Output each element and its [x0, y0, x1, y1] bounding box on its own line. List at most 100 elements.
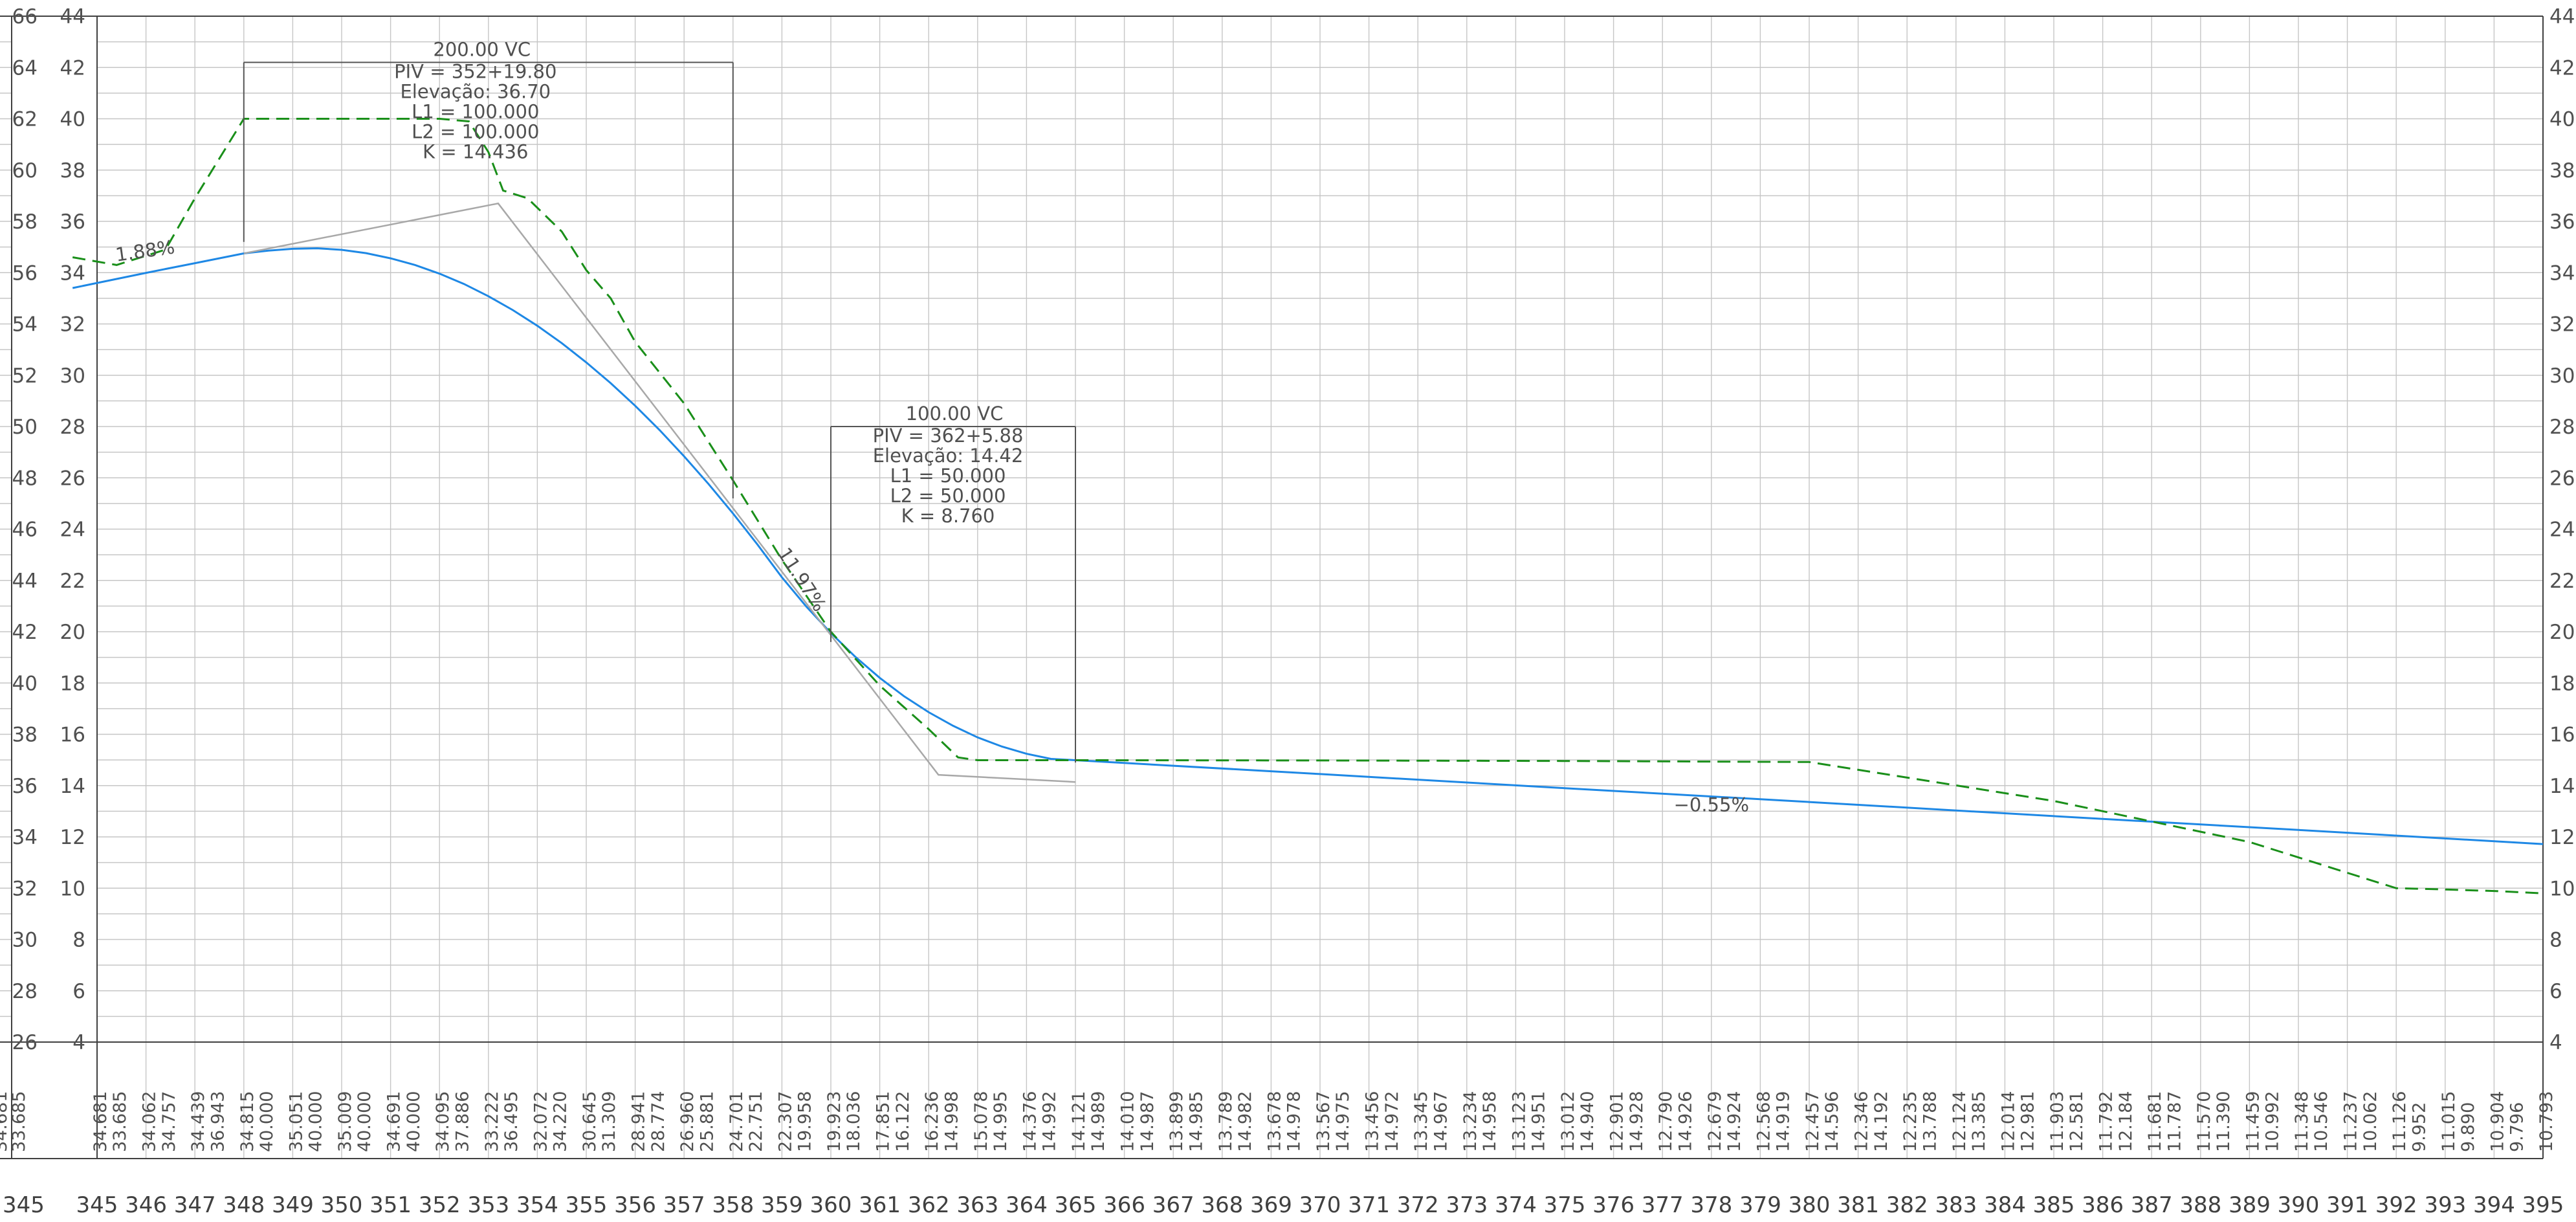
- station-label: 363: [956, 1192, 998, 1218]
- station-label: 348: [223, 1192, 265, 1218]
- y-tick-label-right: 14: [2549, 775, 2575, 798]
- table-cell-row1: 12.679: [1705, 1091, 1725, 1152]
- table-cell-row1: 34.095: [433, 1091, 453, 1152]
- table-cell-row2: 14.928: [1627, 1091, 1647, 1152]
- station-label: 385: [2033, 1192, 2075, 1218]
- y-tick-label-outer: 60: [12, 159, 38, 183]
- y-tick-label-outer: 46: [12, 518, 38, 542]
- table-cell-row1: 12.124: [1950, 1091, 1970, 1152]
- table-cell-row2: 12.981: [2018, 1091, 2038, 1152]
- table-cell-row1: 12.235: [1900, 1091, 1921, 1152]
- table-cell-row1: 16.236: [922, 1091, 942, 1152]
- station-label: 360: [810, 1192, 852, 1218]
- table-cell-row1: 13.789: [1216, 1091, 1236, 1152]
- station-label: 377: [1642, 1192, 1684, 1218]
- y-tick-label-outer: 54: [12, 313, 38, 337]
- y-tick-label: 18: [60, 672, 85, 695]
- station-label: 359: [761, 1192, 803, 1218]
- table-cell-row1: 12.568: [1754, 1091, 1774, 1152]
- table-cell-row1: 11.237: [2341, 1091, 2361, 1152]
- y-tick-label: 16: [60, 724, 85, 747]
- data-table: 34.681 34.062 34.439 34.815 35.051 35.009 34.6…: [0, 1091, 2557, 1152]
- y-tick-label: 34: [60, 261, 85, 285]
- table-cell-row1: 13.123: [1509, 1091, 1529, 1152]
- y-tick-label: 20: [60, 621, 85, 644]
- table-cell-row1: 22.307: [775, 1091, 795, 1152]
- y-tick-label-right: 36: [2549, 210, 2575, 234]
- table-cell-row1: 28.941: [629, 1091, 649, 1152]
- table-cell-row2: 11.390: [2214, 1091, 2234, 1152]
- table-cell-row2: 14.951: [1529, 1091, 1549, 1152]
- station-label: 374: [1495, 1192, 1537, 1218]
- y-tick-label-right: 20: [2549, 621, 2575, 644]
- y-tick-label: 26: [60, 467, 85, 490]
- table-cell-row2: 14.967: [1431, 1091, 1451, 1152]
- table-cell-row2: 40.000: [355, 1091, 375, 1152]
- table-cell-edge: 33.685: [9, 1091, 29, 1152]
- table-cell-row1: 24.701: [727, 1091, 747, 1152]
- grid: [0, 16, 2544, 1159]
- y-tick-label-outer: 56: [12, 261, 38, 285]
- table-cell-row2: 13.788: [1920, 1091, 1940, 1152]
- y-tick-label: 36: [60, 210, 85, 234]
- table-cell-row2: 34.757: [159, 1091, 179, 1152]
- station-label: 372: [1397, 1192, 1439, 1218]
- table-cell-row2: 9.952: [2409, 1102, 2429, 1152]
- table-cell-row1: 30.645: [580, 1091, 600, 1152]
- station-label: 371: [1348, 1192, 1390, 1218]
- table-cell-row2: 37.886: [452, 1091, 472, 1152]
- station-label: 390: [2278, 1192, 2320, 1218]
- table-cell-row2: 14.958: [1480, 1091, 1500, 1152]
- table-cell-row2: 14.596: [1822, 1091, 1842, 1152]
- station-label-edge: 345: [3, 1192, 45, 1218]
- table-cell-row1: 12.457: [1803, 1091, 1823, 1152]
- series-line-tangent: [243, 202, 1076, 783]
- table-cell-row1: 12.901: [1607, 1091, 1627, 1152]
- y-tick-label-right: 40: [2549, 108, 2575, 131]
- y-tick-label: 24: [60, 518, 85, 542]
- table-cell-row2: 34.220: [551, 1091, 571, 1152]
- table-cell-row2: 36.495: [501, 1091, 522, 1152]
- station-label: 388: [2179, 1192, 2221, 1218]
- y-tick-label: 42: [60, 56, 85, 80]
- table-cell-row1: 32.072: [531, 1091, 551, 1152]
- y-tick-label-right: 26: [2549, 467, 2575, 490]
- y-tick-label-right: 42: [2549, 56, 2575, 80]
- station-label: 389: [2229, 1192, 2271, 1218]
- y-tick-label-outer: 30: [12, 929, 38, 952]
- y-tick-label-right: 30: [2549, 364, 2575, 388]
- station-label: 382: [1886, 1192, 1928, 1218]
- station-label: 347: [174, 1192, 216, 1218]
- station-label: 391: [2326, 1192, 2368, 1218]
- table-cell-row2: 9.890: [2458, 1102, 2478, 1152]
- y-tick-label-outer: 52: [12, 364, 38, 388]
- station-label: 367: [1152, 1192, 1194, 1218]
- y-tick-label-right: 16: [2549, 724, 2575, 747]
- table-cell-row1: 13.567: [1314, 1091, 1334, 1152]
- y-tick-label-right: 8: [2549, 929, 2562, 952]
- annotation-line: Elevação: 36.70: [400, 80, 551, 102]
- table-cell-row1: 13.234: [1460, 1091, 1481, 1152]
- table-cell-row2: 14.995: [991, 1091, 1011, 1152]
- y-tick-label: 6: [72, 980, 85, 1003]
- y-tick-label: 30: [60, 364, 85, 388]
- station-label: 345: [76, 1192, 118, 1218]
- station-label: 384: [1984, 1192, 2026, 1218]
- y-tick-label-right: 12: [2549, 826, 2575, 849]
- table-cell-row2: 14.192: [1871, 1091, 1891, 1152]
- table-cell-row2: 28.774: [648, 1091, 668, 1152]
- table-cell-row1: 19.923: [824, 1091, 844, 1152]
- table-cell-row1: 34.691: [384, 1091, 404, 1152]
- y-tick-label-outer: 26: [12, 1031, 38, 1054]
- station-label: 346: [125, 1192, 167, 1218]
- annotation-line: K = 14.436: [423, 140, 528, 162]
- table-cell-row2: 31.309: [599, 1091, 619, 1152]
- station-label: 353: [467, 1192, 509, 1218]
- table-cell-row1: 11.681: [2145, 1091, 2165, 1152]
- series-line-design: [72, 247, 2544, 845]
- table-cell-row2: 10.546: [2311, 1091, 2331, 1152]
- table-cell-row2: 19.958: [795, 1091, 815, 1152]
